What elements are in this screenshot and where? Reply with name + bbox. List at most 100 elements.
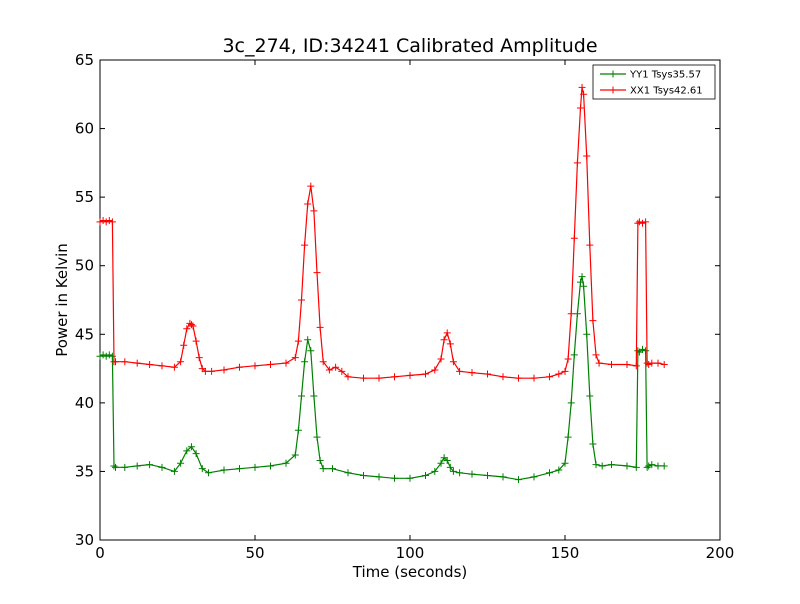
data-point-marker: [456, 367, 464, 375]
data-point-marker: [183, 447, 191, 455]
data-point-marker: [105, 216, 113, 224]
data-point-marker: [431, 467, 439, 475]
data-point-marker: [105, 351, 113, 359]
data-point-marker: [99, 216, 107, 224]
data-point-marker: [530, 374, 538, 382]
x-tick-label: 50: [245, 544, 264, 562]
data-point-marker: [446, 340, 454, 348]
data-point-marker: [546, 469, 553, 477]
data-point-marker: [187, 443, 195, 451]
y-tick-label: 30: [75, 531, 94, 549]
y-tick-label: 45: [75, 325, 94, 343]
data-point-marker: [183, 325, 191, 333]
data-point-marker: [102, 218, 110, 226]
y-tick-label: 65: [75, 51, 94, 69]
legend-entry: YY1 Tsys35.57: [600, 70, 701, 81]
data-point-marker: [201, 367, 209, 375]
data-point-marker: [632, 463, 640, 471]
data-point-marker: [146, 461, 154, 469]
data-point-marker: [573, 310, 581, 318]
data-point-marker: [456, 469, 464, 477]
data-point-marker: [208, 367, 216, 375]
data-point-marker: [338, 367, 346, 375]
data-point-marker: [530, 473, 538, 481]
data-point-marker: [298, 392, 305, 400]
data-point-marker: [578, 273, 586, 281]
data-point-marker: [375, 473, 383, 481]
data-point-marker: [304, 200, 312, 208]
data-point-marker: [121, 463, 129, 471]
data-point-marker: [220, 466, 228, 474]
data-point-marker: [110, 462, 118, 470]
data-point-marker: [589, 317, 597, 325]
data-point-marker: [468, 369, 476, 377]
data-point-marker: [319, 358, 327, 366]
data-point-marker: [177, 358, 185, 366]
data-point-marker: [121, 358, 129, 366]
data-point-marker: [643, 463, 651, 471]
data-point-marker: [499, 473, 507, 481]
data-point-marker: [499, 373, 507, 381]
data-point-marker: [192, 337, 200, 345]
data-point-marker: [648, 461, 656, 469]
data-point-marker: [187, 321, 195, 329]
data-point-marker: [546, 373, 553, 381]
data-point-marker: [580, 282, 588, 290]
legend: YY1 Tsys35.57 XX1 Tsys42.61: [592, 64, 716, 100]
data-point-marker: [298, 296, 305, 304]
data-point-marker: [578, 83, 586, 91]
data-point-marker: [294, 426, 302, 434]
data-point-marker: [158, 463, 166, 471]
data-point-marker: [313, 433, 321, 441]
data-point-marker: [325, 366, 333, 374]
series-2: [96, 83, 668, 382]
data-point-marker: [635, 218, 643, 226]
data-point-marker: [623, 462, 631, 470]
data-point-marker: [146, 360, 154, 368]
data-point-marker: [391, 474, 398, 482]
y-axis-label: Power in Kelvin: [53, 243, 71, 357]
data-point-marker: [589, 440, 597, 448]
x-tick-label: 0: [95, 544, 105, 562]
data-point-marker: [642, 218, 650, 226]
data-point-marker: [567, 310, 575, 318]
x-tick-label: 100: [396, 544, 425, 562]
data-point-marker: [189, 322, 197, 330]
data-point-marker: [437, 459, 445, 467]
data-point-marker: [316, 456, 324, 464]
data-point-marker: [282, 459, 290, 467]
data-point-marker: [133, 462, 141, 470]
data-point-marker: [639, 345, 646, 353]
data-point-marker: [567, 399, 575, 407]
data-point-marker: [108, 352, 116, 360]
y-tick-label: 40: [75, 394, 94, 412]
y-tick-label: 35: [75, 462, 94, 480]
data-point-marker: [267, 360, 274, 368]
chart-title: 3c_274, ID:34241 Calibrated Amplitude: [222, 35, 597, 57]
data-point-marker: [344, 373, 352, 381]
data-point-marker: [634, 347, 642, 355]
data-point-marker: [96, 352, 104, 360]
data-point-marker: [645, 462, 653, 470]
data-point-marker: [316, 323, 324, 331]
x-tick-label: 150: [551, 544, 580, 562]
data-point-marker: [102, 352, 110, 360]
data-point-marker: [99, 351, 107, 359]
data-point-marker: [205, 469, 212, 477]
data-point-marker: [561, 367, 569, 375]
data-point-marker: [583, 330, 591, 338]
data-point-marker: [598, 462, 606, 470]
data-point-marker: [555, 370, 563, 378]
data-point-marker: [570, 351, 578, 359]
data-point-marker: [112, 463, 119, 471]
data-point-marker: [251, 362, 259, 370]
data-point-marker: [595, 359, 603, 367]
data-point-marker: [654, 359, 662, 367]
plot-area-frame: [99, 59, 721, 541]
data-point-marker: [561, 459, 569, 467]
data-point-marker: [133, 359, 141, 367]
series-1: [96, 273, 668, 484]
data-point-marker: [484, 472, 491, 480]
data-point-marker: [639, 219, 646, 227]
